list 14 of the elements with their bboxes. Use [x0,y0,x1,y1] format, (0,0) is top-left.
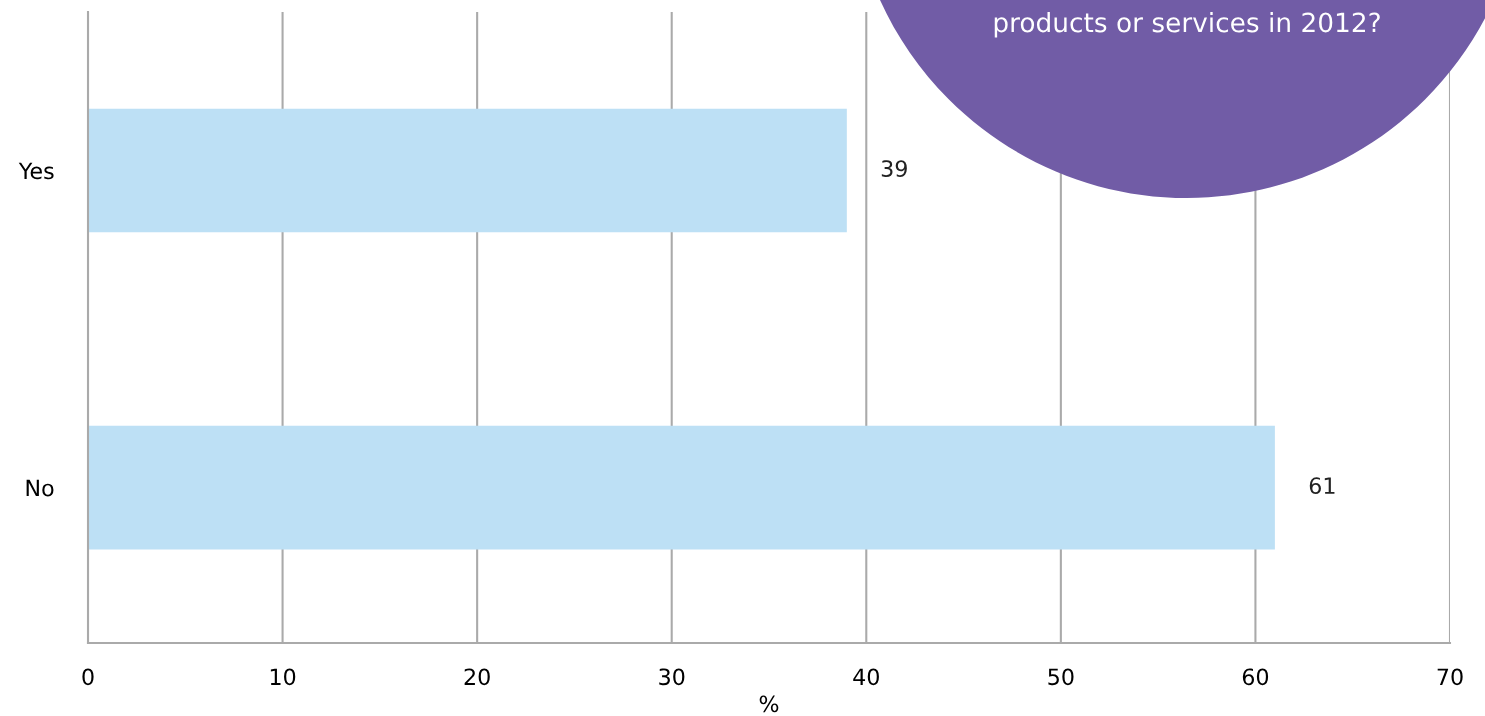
x-axis-title: % [759,695,779,713]
data-label: 61 [1309,477,1335,495]
x-tick-label: 40 [853,668,879,686]
x-tick-label: 30 [659,668,685,686]
x-tick-label: 70 [1437,668,1463,686]
chart-title: products or services in 2012? [994,12,1380,38]
x-tick-label: 0 [82,668,94,686]
y-tick-label: Yes [18,162,54,180]
data-label: 39 [881,160,907,177]
y-tick-label: No [26,479,54,497]
x-tick-label: 10 [270,668,296,686]
x-tick-label: 50 [1048,668,1074,686]
x-tick-label: 20 [464,668,490,686]
x-tick-label: 60 [1242,668,1269,686]
